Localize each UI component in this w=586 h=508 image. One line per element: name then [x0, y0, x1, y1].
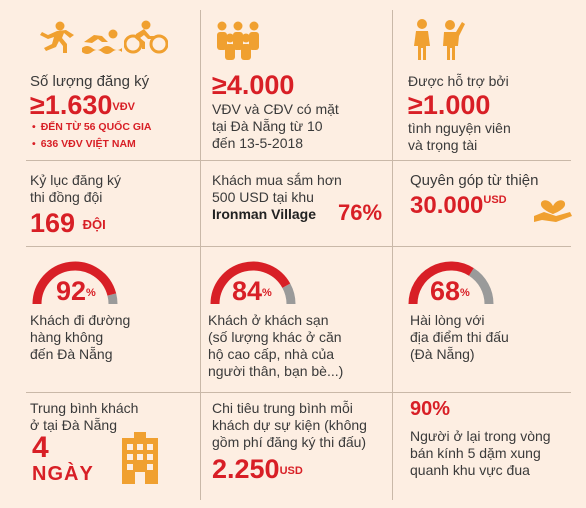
registration-label: Số lượng đăng ký	[30, 73, 150, 90]
team-record-line: thi đồng đội	[30, 189, 103, 205]
spending-text: Chi tiêu trung bình mỗi khách dự sự kiện…	[212, 400, 367, 451]
spending-line: Chi tiêu trung bình mỗi	[212, 400, 353, 416]
hotel-line: người thân, bạn bè...)	[208, 363, 344, 379]
gauge-remainder	[107, 293, 118, 305]
team-record-unit: ĐỘI	[82, 217, 106, 232]
nearby-line: bán kính 5 dặm xung	[410, 445, 541, 461]
volunteer-line: tình nguyện viên	[408, 120, 511, 136]
shopping-text: Khách mua sắm hơn 500 USD tại khu Ironma…	[212, 172, 342, 223]
volunteer-number: ≥1.000	[408, 90, 491, 120]
registration-unit: VĐV	[112, 101, 136, 113]
team-record-stat: 169 ĐỘI	[30, 208, 106, 238]
hotel-line: Khách ở khách sạn	[208, 312, 329, 328]
air-travel-unit: %	[86, 287, 96, 299]
satisfaction-stat: 68%	[430, 276, 470, 306]
air-travel-number: 92	[56, 276, 87, 306]
stay-duration-line: Trung bình khách	[30, 400, 139, 416]
gauge-hotel-stay	[210, 261, 296, 305]
charity-stat: 30.000USD	[410, 192, 507, 220]
air-travel-line: Khách đi đường	[30, 312, 131, 328]
stay-duration-number: 4	[32, 431, 49, 464]
divider	[26, 246, 571, 247]
cycling-icon	[124, 20, 168, 54]
hotel-line: hộ cao cấp, nhà của	[208, 346, 335, 362]
countries-bullet: ĐẾN TỪ 56 QUỐC GIA	[32, 119, 152, 136]
charity-unit: USD	[483, 194, 507, 206]
satisfaction-line: Hài lòng với	[410, 312, 485, 328]
spending-stat: 2.250USD	[212, 454, 303, 484]
shopping-line: 500 USD tại khu	[212, 189, 314, 205]
volunteer-text: tình nguyện viên và trọng tài	[408, 120, 511, 154]
stay-duration-line: ở tại Đà Nẵng	[30, 417, 118, 433]
stay-duration-unit: NGÀY	[32, 463, 94, 485]
satisfaction-text: Hài lòng với địa điểm thi đấu (Đà Nẵng)	[410, 312, 509, 363]
gauge-remainder	[468, 268, 494, 305]
team-record-number: 169	[30, 208, 76, 238]
satisfaction-number: 68	[430, 276, 461, 306]
spending-number: 2.250	[212, 454, 280, 484]
attendees-line: VĐV và CĐV có mặt	[212, 101, 339, 117]
air-travel-text: Khách đi đường hàng không đến Đà Nẵng	[30, 312, 130, 363]
volunteer-label: Được hỗ trợ bởi	[408, 73, 509, 89]
hotel-stat: 84%	[232, 276, 272, 306]
spending-line: gồm phí đăng ký thi đấu)	[212, 434, 367, 450]
divider	[392, 10, 393, 500]
team-record-text: Kỷ lục đăng ký thi đồng đội	[30, 172, 121, 206]
hotel-building-icon	[122, 432, 158, 484]
hotel-text: Khách ở khách sạn (số lượng khác ở căn h…	[208, 312, 343, 380]
attendees-line: đến 13-5-2018	[212, 135, 304, 151]
divider	[26, 160, 571, 161]
nearby-line: Người ở lại trong vòng	[410, 428, 551, 444]
nearby-line: quanh khu vực đua	[410, 462, 530, 478]
charity-number: 30.000	[410, 192, 484, 219]
shopping-line: Ironman Village	[212, 206, 316, 222]
hotel-unit: %	[262, 287, 272, 299]
stay-duration-text: Trung bình khách ở tại Đà Nẵng	[30, 400, 138, 434]
registration-stat: ≥1.630VĐV	[30, 90, 135, 120]
satisfaction-unit: %	[460, 287, 470, 299]
gauge-air-travel	[32, 261, 118, 305]
gauge-fill	[210, 261, 291, 305]
satisfaction-line: (Đà Nẵng)	[410, 346, 475, 362]
charity-label: Quyên góp từ thiện	[410, 172, 539, 189]
shopping-percent: 76%	[338, 200, 383, 225]
gauge-venue-satisfaction	[408, 261, 494, 305]
air-travel-line: hàng không	[30, 329, 104, 345]
air-travel-line: đến Đà Nẵng	[30, 346, 113, 362]
hotel-number: 84	[232, 276, 263, 306]
spending-line: khách dự sự kiện (không	[212, 417, 367, 433]
shopping-line: Khách mua sắm hơn	[212, 172, 342, 188]
attendees-line: tại Đà Nẵng từ 10	[212, 118, 323, 134]
hotel-line: (số lượng khác ở căn	[208, 329, 342, 345]
team-record-line: Kỷ lục đăng ký	[30, 172, 122, 188]
running-icon	[40, 21, 74, 53]
swimming-icon	[82, 29, 122, 54]
volunteer-icon	[414, 19, 465, 60]
volunteer-line: và trọng tài	[408, 137, 478, 153]
charity-heart-icon	[534, 200, 572, 222]
nearby-percent: 90%	[410, 398, 451, 420]
attendees-text: VĐV và CĐV có mặt tại Đà Nẵng từ 10 đến …	[212, 101, 339, 152]
gauge-remainder	[282, 283, 296, 305]
spending-unit: USD	[279, 465, 303, 477]
gauge-fill	[32, 261, 117, 305]
gauge-fill	[408, 261, 474, 305]
registration-number: ≥1.630	[30, 90, 113, 120]
air-travel-stat: 92%	[56, 276, 96, 306]
divider	[26, 392, 571, 393]
people-group-icon	[217, 21, 259, 60]
vietnam-athletes-bullet: 636 VĐV VIỆT NAM	[32, 136, 136, 153]
nearby-text: Người ở lại trong vòng bán kính 5 dặm xu…	[410, 428, 551, 479]
satisfaction-line: địa điểm thi đấu	[410, 329, 509, 345]
attendees-number: ≥4.000	[212, 70, 295, 100]
divider	[200, 10, 201, 500]
